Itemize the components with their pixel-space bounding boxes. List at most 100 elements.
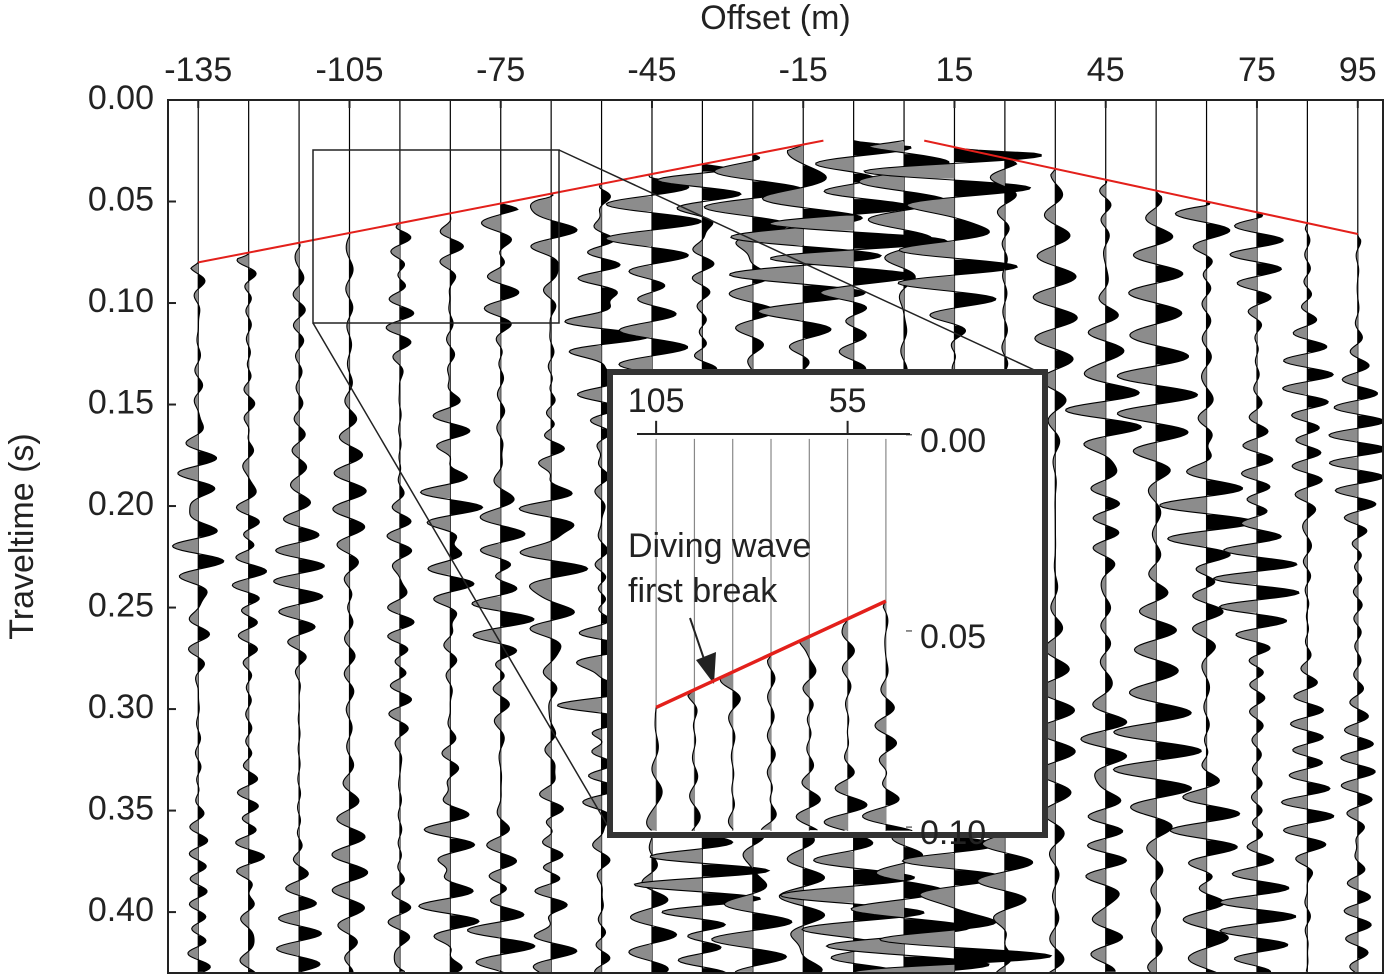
- trace-lobe: [1156, 819, 1173, 838]
- trace-lobe: [450, 915, 480, 929]
- trace-lobe: [1193, 240, 1207, 256]
- trace-lobe: [1223, 543, 1257, 556]
- trace-lobe: [399, 931, 410, 947]
- trace-lobe: [578, 272, 602, 286]
- trace-lobe: [189, 499, 199, 521]
- trace-lobe: [876, 863, 905, 881]
- trace-lobe: [1206, 894, 1225, 910]
- trace-lobe: [1098, 287, 1106, 305]
- trace-lobe: [601, 258, 621, 271]
- trace-lobe: [651, 855, 658, 872]
- trace-lobe: [484, 300, 501, 316]
- trace-lobe: [743, 845, 753, 869]
- x-tick-label: -135: [164, 51, 232, 89]
- trace-lobe: [601, 852, 610, 868]
- trace-lobe: [450, 238, 464, 254]
- trace-lobe: [820, 286, 854, 302]
- zoom-line: [558, 149, 1044, 375]
- trace-lobe: [1113, 760, 1157, 779]
- y-tick-label: 0.05: [920, 618, 986, 656]
- trace-lobe: [172, 538, 199, 554]
- annotation-arrow: [689, 617, 706, 663]
- trace-lobe: [480, 543, 501, 558]
- trace-lobe: [440, 220, 451, 238]
- trace-wiggle: [1065, 179, 1143, 972]
- trace-lobe: [747, 355, 753, 371]
- trace-lobe: [1105, 383, 1140, 401]
- trace-lobe: [702, 920, 726, 931]
- trace-lobe: [427, 561, 451, 575]
- trace-lobe: [824, 813, 848, 831]
- trace-wiggle: [331, 232, 369, 973]
- trace-lobe: [248, 269, 257, 282]
- trace-lobe: [954, 325, 966, 340]
- trace-lobe: [235, 836, 249, 849]
- x-tick-label: -15: [779, 51, 828, 89]
- trace-lobe: [299, 620, 316, 635]
- trace-lobe: [433, 592, 451, 608]
- trace-lobe: [1307, 340, 1327, 353]
- trace-lobe: [1206, 223, 1230, 239]
- trace-lobe: [1002, 267, 1005, 284]
- trace-wiggle: [687, 689, 701, 831]
- trace-lobe: [237, 254, 249, 268]
- annotation: Diving wave: [628, 527, 811, 565]
- trace-lobe: [1192, 588, 1207, 602]
- trace-lobe: [1004, 187, 1017, 203]
- trace-lobe: [1357, 386, 1378, 399]
- main-overlay: -135 -105 -75 -45 -15 15 45 75 95 0.00 0.05 0.10 0.1…: [3, 0, 1384, 974]
- trace-lobe: [399, 722, 409, 737]
- trace-lobe: [500, 203, 518, 214]
- x-axis-title: Offset (m): [700, 0, 851, 37]
- trace-lobe: [771, 804, 777, 821]
- trace-lobe: [1105, 964, 1116, 972]
- trace-lobe: [1295, 853, 1308, 867]
- trace-lobe: [576, 656, 602, 678]
- trace-lobe: [1307, 868, 1313, 884]
- trace-lobe: [1128, 283, 1157, 304]
- trace-lobe: [1206, 256, 1213, 269]
- trace-lobe: [977, 871, 1005, 890]
- trace-lobe: [349, 445, 363, 463]
- trace-lobe: [601, 468, 609, 484]
- x-tick-label: 15: [936, 51, 974, 89]
- trace-lobe: [418, 898, 451, 914]
- trace-lobe: [387, 629, 400, 644]
- trace-lobe: [954, 909, 996, 929]
- trace-lobe: [1206, 480, 1243, 496]
- trace-lobe: [551, 441, 565, 455]
- inset-plot: [646, 438, 913, 831]
- trace-lobe: [780, 886, 854, 903]
- trace-lobe: [530, 196, 552, 220]
- trace-lobe: [534, 915, 552, 943]
- trace-lobe: [299, 527, 319, 542]
- trace-lobe: [1307, 503, 1316, 518]
- trace-lobe: [500, 525, 525, 543]
- trace-lobe: [349, 555, 359, 571]
- y-tick-label: 0.05: [88, 180, 154, 218]
- trace-lobe: [344, 630, 350, 647]
- trace-lobe: [579, 624, 602, 639]
- trace-lobe: [1043, 803, 1056, 823]
- trace-lobe: [592, 729, 602, 741]
- trace-lobe: [1256, 423, 1269, 438]
- trace-lobe: [1092, 907, 1106, 927]
- trace-lobe: [390, 245, 400, 260]
- trace-lobe: [190, 872, 199, 885]
- trace-lobe: [334, 463, 350, 481]
- zoom-line: [312, 322, 613, 834]
- trace-lobe: [1156, 346, 1189, 365]
- trace-lobe: [443, 777, 451, 805]
- trace-lobe: [538, 456, 552, 482]
- trace-lobe: [1247, 840, 1257, 852]
- trace-lobe: [1113, 723, 1157, 742]
- trace-lobe: [1256, 966, 1271, 973]
- trace-lobe: [246, 332, 249, 346]
- trace-lobe: [752, 949, 787, 966]
- trace-lobe: [496, 419, 501, 436]
- zoom-box: [312, 149, 560, 324]
- trace-lobe: [189, 608, 199, 626]
- y-tick-label: 0.10: [88, 282, 154, 320]
- trace-wiggle: [231, 252, 267, 973]
